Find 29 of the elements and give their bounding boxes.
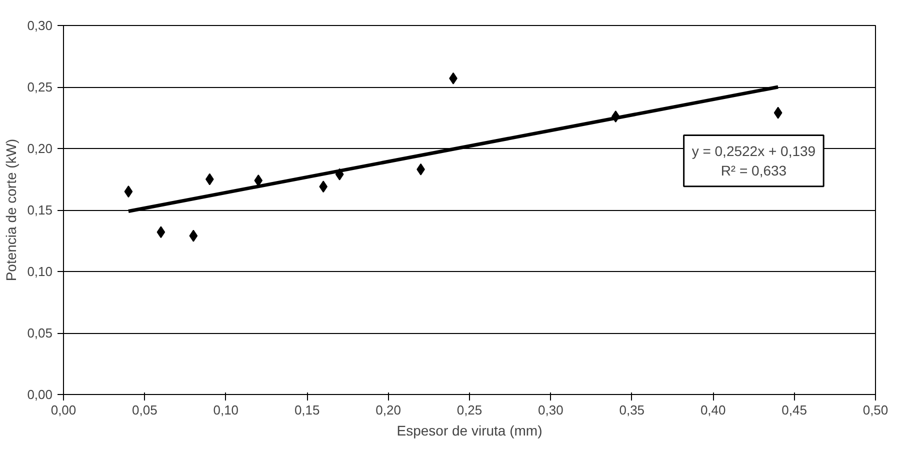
- y-axis-title: Potencia de corte (kW): [3, 138, 20, 282]
- point: [205, 173, 214, 186]
- x-tick-label: 0,50: [862, 402, 888, 418]
- y-tick-label: 0,25: [27, 80, 53, 94]
- x-tick-label: 0,40: [700, 402, 726, 418]
- point: [774, 106, 782, 119]
- point: [156, 226, 166, 238]
- point: [124, 186, 133, 198]
- x-axis-title: Espesor de viruta (mm): [396, 422, 542, 438]
- y-tick-label: 0,05: [27, 326, 53, 340]
- point: [254, 174, 263, 186]
- point: [189, 230, 198, 242]
- y-tick-label: 0,20: [27, 141, 53, 156]
- annotation: y = 0,2522x + 0,139: [692, 143, 816, 160]
- x-tick-label: 0,05: [132, 402, 158, 418]
- y-tick-label: 0,00: [27, 387, 53, 402]
- annotation: R² = 0,633: [720, 162, 787, 178]
- x-tick-label: 0,25: [456, 402, 482, 418]
- x-tick-label: 0,20: [376, 402, 401, 418]
- x-tick-label: 0,35: [619, 402, 645, 418]
- point: [319, 180, 328, 193]
- x-tick-label: 0,45: [782, 402, 807, 418]
- x-tick-label: 0,00: [50, 402, 76, 418]
- y-tick-label: 0,30: [27, 18, 53, 33]
- y-tick-label: 0,15: [27, 202, 53, 218]
- x-tick-label: 0,15: [294, 402, 320, 418]
- y-tick-label: 0,10: [27, 264, 53, 279]
- x-tick-label: 0,30: [538, 402, 564, 418]
- x-tick-label: 0,10: [213, 402, 239, 418]
